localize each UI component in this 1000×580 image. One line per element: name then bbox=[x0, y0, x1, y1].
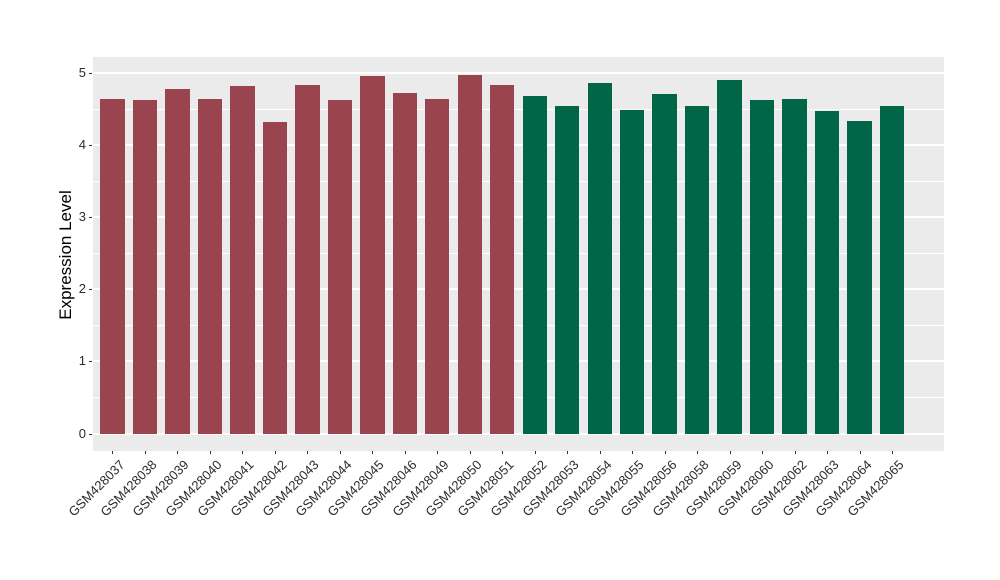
x-tick-mark bbox=[307, 451, 309, 454]
bar bbox=[295, 84, 320, 434]
x-tick-mark bbox=[274, 451, 276, 454]
x-tick-mark bbox=[599, 451, 601, 454]
bar bbox=[749, 99, 775, 434]
x-tick-mark bbox=[729, 451, 731, 454]
bar bbox=[132, 99, 158, 434]
bar bbox=[230, 86, 255, 434]
bar bbox=[457, 74, 482, 434]
bar bbox=[587, 83, 612, 434]
x-tick-mark bbox=[859, 451, 861, 454]
x-tick-mark bbox=[534, 451, 536, 454]
x-tick-mark bbox=[827, 451, 829, 454]
x-tick-mark bbox=[664, 451, 666, 454]
y-tick-label: 4 bbox=[78, 137, 86, 153]
x-tick-mark bbox=[144, 451, 146, 454]
y-tick-mark bbox=[89, 73, 92, 75]
y-tick-mark bbox=[89, 433, 92, 435]
x-tick-mark bbox=[404, 451, 406, 454]
bar bbox=[620, 110, 645, 434]
bar bbox=[684, 106, 710, 434]
x-tick-mark bbox=[892, 451, 894, 454]
gridline-major bbox=[93, 432, 944, 435]
y-tick-mark bbox=[89, 145, 92, 147]
y-tick-mark bbox=[89, 289, 92, 291]
gridline-minor bbox=[93, 108, 944, 110]
y-axis-title: Expression Level bbox=[56, 190, 75, 320]
bar bbox=[814, 111, 840, 434]
bar bbox=[490, 84, 515, 434]
gridline-minor bbox=[93, 324, 944, 326]
bar bbox=[847, 120, 872, 434]
bar bbox=[165, 89, 190, 434]
bar bbox=[197, 99, 223, 434]
gridline-minor bbox=[93, 396, 944, 398]
x-tick-mark bbox=[339, 451, 341, 454]
bar bbox=[327, 99, 353, 434]
y-tick-label: 3 bbox=[78, 209, 86, 225]
bar bbox=[100, 99, 125, 434]
x-tick-mark bbox=[437, 451, 439, 454]
x-tick-mark bbox=[372, 451, 374, 454]
bar bbox=[717, 79, 742, 434]
gridline-major bbox=[93, 72, 944, 75]
x-tick-mark bbox=[632, 451, 634, 454]
bar bbox=[782, 99, 807, 434]
y-tick-label: 5 bbox=[78, 65, 86, 81]
bar bbox=[360, 76, 385, 434]
x-tick-mark bbox=[209, 451, 211, 454]
bar bbox=[392, 93, 417, 434]
x-tick-mark bbox=[502, 451, 504, 454]
bar bbox=[425, 99, 450, 434]
y-tick-label: 2 bbox=[78, 281, 86, 297]
gridline-major bbox=[93, 288, 944, 291]
x-tick-mark bbox=[567, 451, 569, 454]
bar bbox=[652, 94, 677, 434]
bar bbox=[262, 121, 288, 434]
gridline-major bbox=[93, 360, 944, 363]
x-tick-mark bbox=[794, 451, 796, 454]
x-tick-mark bbox=[762, 451, 764, 454]
bar bbox=[879, 105, 905, 434]
x-tick-mark bbox=[177, 451, 179, 454]
gridline-major bbox=[93, 216, 944, 219]
y-tick-label: 1 bbox=[78, 353, 86, 369]
x-tick-mark bbox=[469, 451, 471, 454]
plot-panel bbox=[93, 57, 944, 451]
gridline-minor bbox=[93, 180, 944, 182]
y-tick-mark bbox=[89, 217, 92, 219]
bar bbox=[522, 96, 547, 434]
y-tick-mark bbox=[89, 361, 92, 363]
x-tick-mark bbox=[112, 451, 114, 454]
x-tick-mark bbox=[242, 451, 244, 454]
y-tick-label: 0 bbox=[78, 425, 86, 441]
bar bbox=[555, 105, 580, 434]
gridline-major bbox=[93, 144, 944, 147]
x-tick-mark bbox=[697, 451, 699, 454]
gridline-minor bbox=[93, 252, 944, 254]
